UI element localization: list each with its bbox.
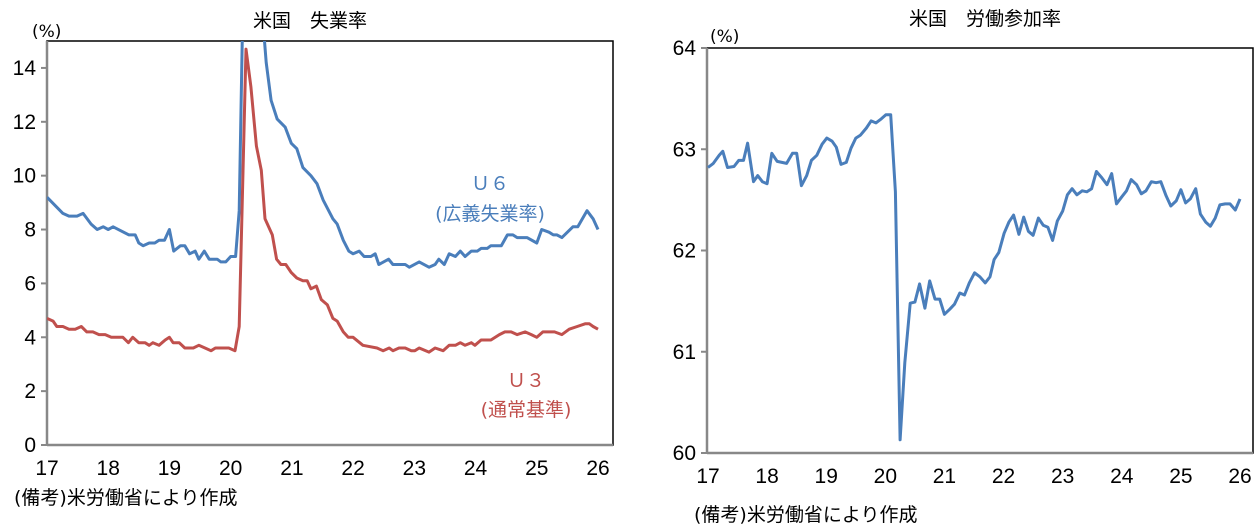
u3-label: Ｕ３ xyxy=(507,370,545,392)
x-tick-label: 23 xyxy=(403,457,426,480)
series-lines xyxy=(47,41,600,354)
chart-title: 米国 労働参加率 xyxy=(909,8,1061,30)
x-tick-label: 19 xyxy=(815,465,838,488)
x-tick-label: 24 xyxy=(464,457,488,480)
plot-area xyxy=(706,47,1254,454)
y-tick-label: 14 xyxy=(13,57,37,80)
x-tick-label: 25 xyxy=(1169,465,1192,488)
y-tick-labels: 0 2 4 6 8 10 12 14 xyxy=(13,57,47,457)
x-tick-label: 19 xyxy=(158,457,181,480)
series-line-u3 xyxy=(47,47,599,354)
y-tick-label: 12 xyxy=(13,111,36,134)
y-tick-label: 60 xyxy=(673,442,696,465)
y-tick-label: 2 xyxy=(24,380,36,403)
y-axis-unit: (%) xyxy=(710,27,739,47)
x-tick-label: 17 xyxy=(35,457,58,480)
y-tick-label: 0 xyxy=(24,434,36,457)
x-tick-label: 21 xyxy=(933,465,956,488)
series-line-u6 xyxy=(47,41,600,269)
x-tick-label: 22 xyxy=(341,457,364,480)
x-tick-label: 25 xyxy=(525,457,548,480)
y-tick-label: 62 xyxy=(673,240,696,263)
y-tick-label: 8 xyxy=(24,219,36,242)
labor-participation-chart: 米国 労働参加率 (%) 60 61 62 63 64 17 18 19 20 21 22 23 24… xyxy=(673,8,1254,526)
x-tick-label: 26 xyxy=(586,457,609,480)
x-tick-label: 17 xyxy=(696,465,719,488)
y-axis-unit: (%) xyxy=(32,22,61,42)
u3-sublabel: (通常基準) xyxy=(481,399,572,421)
x-tick-label: 26 xyxy=(1228,465,1251,488)
x-tick-label: 23 xyxy=(1051,465,1074,488)
x-tick-labels: 17 18 19 20 21 22 23 24 25 26 xyxy=(35,457,609,480)
x-tick-label: 21 xyxy=(280,457,303,480)
y-tick-label: 61 xyxy=(673,341,696,364)
x-tick-label: 20 xyxy=(219,457,242,480)
y-tick-label: 10 xyxy=(13,165,36,188)
u6-label: Ｕ６ xyxy=(471,173,509,195)
x-tick-label: 18 xyxy=(755,465,778,488)
x-tick-labels: 17 18 19 20 21 22 23 24 25 26 xyxy=(696,465,1251,488)
y-tick-label: 6 xyxy=(24,272,36,295)
source-note: (備考)米労働省により作成 xyxy=(14,487,237,509)
y-tick-label: 63 xyxy=(673,138,696,161)
x-tick-label: 22 xyxy=(992,465,1015,488)
u6-sublabel: (広義失業率) xyxy=(435,203,545,225)
source-note: (備考)米労働省により作成 xyxy=(694,504,917,526)
x-tick-label: 24 xyxy=(1110,465,1134,488)
y-tick-label: 64 xyxy=(673,37,697,60)
x-tick-label: 20 xyxy=(874,465,897,488)
y-tick-label: 4 xyxy=(24,326,36,349)
series-lines xyxy=(707,113,1242,442)
series-line-participation xyxy=(707,113,1242,442)
x-tick-label: 18 xyxy=(97,457,120,480)
chart-title: 米国 失業率 xyxy=(253,10,367,32)
y-tick-labels: 60 61 62 63 64 xyxy=(673,37,707,465)
